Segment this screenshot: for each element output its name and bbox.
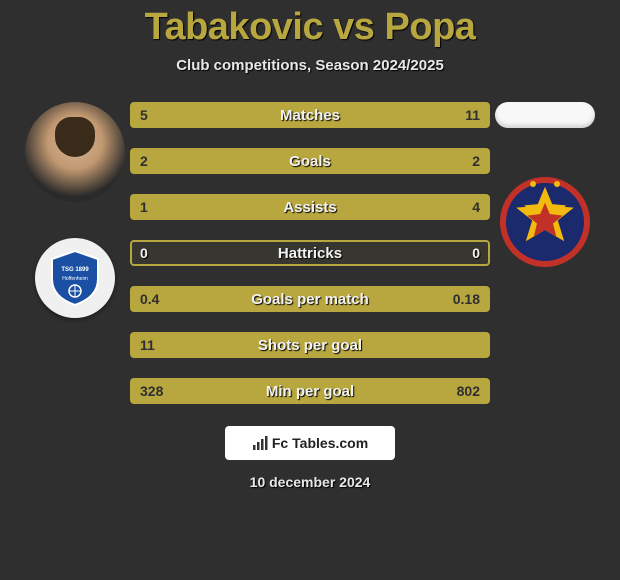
- player2-club-badge: [499, 176, 591, 268]
- stat-value-left: 5: [140, 104, 148, 126]
- stat-row-assists: 14Assists: [130, 194, 490, 220]
- player2-name: Popa: [385, 6, 476, 48]
- bar-fill-right: [242, 380, 488, 402]
- bar-fill-left: [132, 150, 310, 172]
- stat-value-right: 0.18: [453, 288, 480, 310]
- stat-row-hattricks: 0 0Hattricks: [130, 240, 490, 266]
- stat-row-goals: 22Goals: [130, 148, 490, 174]
- stat-value-left: 1: [140, 196, 148, 218]
- fcsb-badge-icon: [499, 176, 591, 268]
- stat-value-right: 4: [472, 196, 480, 218]
- bar-fill-left: [132, 104, 267, 126]
- stat-value-left: 2: [140, 150, 148, 172]
- stat-value-right: 11: [465, 104, 480, 126]
- stat-value-left: 328: [140, 380, 163, 402]
- comparison-title: Tabakovic vs Popa: [0, 0, 620, 49]
- right-column: [490, 102, 600, 268]
- stat-value-left: 0: [140, 242, 148, 264]
- left-column: TSG 1899 Hoffenheim: [20, 102, 130, 318]
- stat-row-min-per-goal: 328802Min per goal: [130, 378, 490, 404]
- main-area: TSG 1899 Hoffenheim 511Matches22Goals14A…: [0, 102, 620, 404]
- svg-text:Hoffenheim: Hoffenheim: [62, 276, 87, 282]
- fctables-badge: FcTables.com: [225, 426, 395, 460]
- stat-value-right: 2: [472, 150, 480, 172]
- stat-value-left: 0.4: [140, 288, 159, 310]
- stat-row-goals-per-match: 0.40.18Goals per match: [130, 286, 490, 312]
- stat-row-matches: 511Matches: [130, 102, 490, 128]
- stat-value-left: 11: [140, 334, 155, 356]
- player2-avatar: [495, 102, 595, 128]
- stat-value-right: 0: [472, 242, 480, 264]
- bar-fill-left: [132, 334, 488, 356]
- brand-suffix: Tables.com: [292, 435, 368, 451]
- svg-text:TSG 1899: TSG 1899: [61, 267, 89, 273]
- stat-bars: 511Matches22Goals14Assists00Hattricks0.4…: [130, 102, 490, 404]
- bar-fill-right: [267, 104, 488, 126]
- hoffenheim-badge-icon: TSG 1899 Hoffenheim: [44, 247, 106, 309]
- brand-prefix: Fc: [272, 435, 288, 451]
- footer-date: 10 december 2024: [0, 474, 620, 490]
- chart-icon: [252, 435, 268, 451]
- stat-label: Hattricks: [132, 242, 488, 264]
- player1-name: Tabakovic: [145, 6, 324, 48]
- vs-text: vs: [333, 6, 374, 48]
- bar-fill-left: [132, 288, 378, 310]
- stat-row-shots-per-goal: 11Shots per goal: [130, 332, 490, 358]
- subtitle: Club competitions, Season 2024/2025: [0, 57, 620, 74]
- player1-avatar: [25, 102, 125, 202]
- stat-value-right: 802: [457, 380, 480, 402]
- bar-fill-right: [310, 150, 488, 172]
- bar-fill-right: [210, 196, 488, 218]
- player1-club-badge: TSG 1899 Hoffenheim: [35, 238, 115, 318]
